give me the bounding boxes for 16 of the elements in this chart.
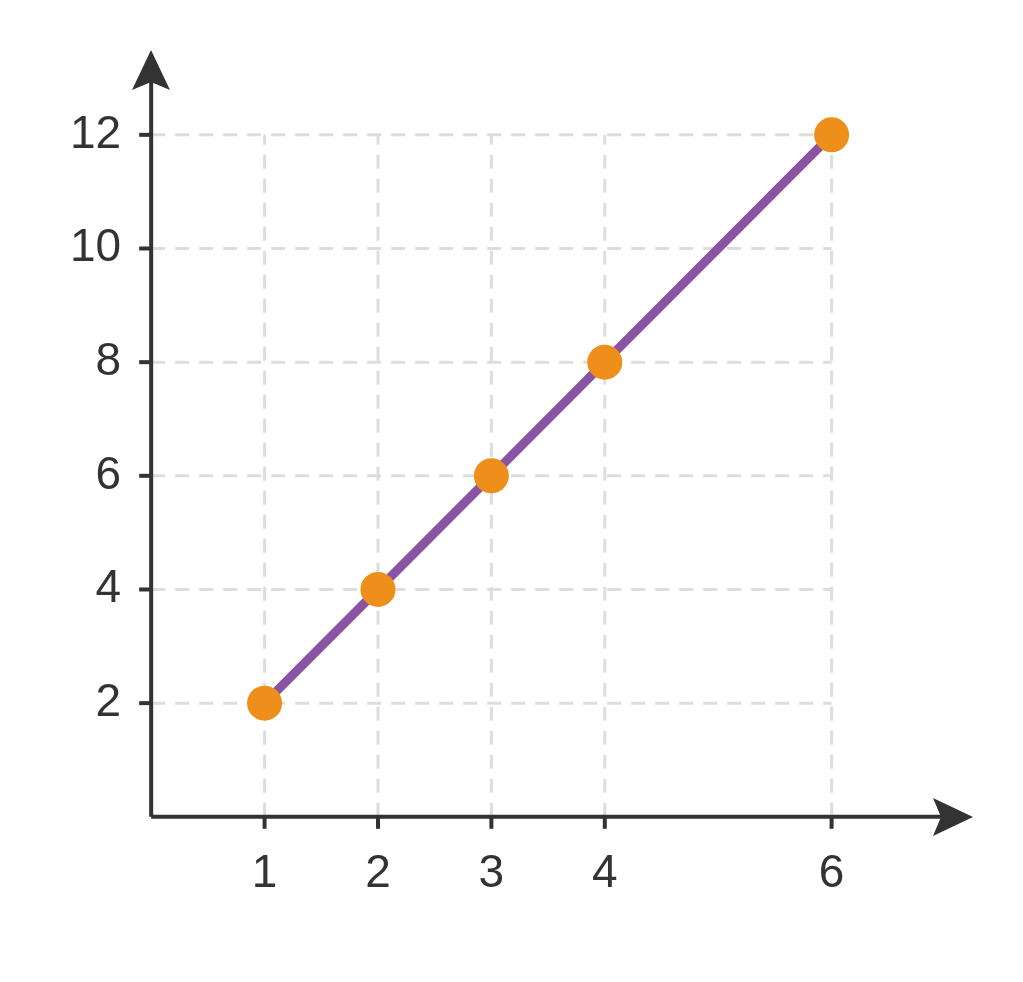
x-tick-label: 2 <box>365 845 391 898</box>
y-tick-label: 4 <box>95 560 122 613</box>
point <box>587 344 623 380</box>
y-tick-label: 12 <box>69 105 122 158</box>
point <box>360 571 396 607</box>
x-tick-label: 4 <box>591 845 618 898</box>
point <box>247 685 283 721</box>
y-tick-label: 6 <box>95 446 122 499</box>
x-tick-label: 6 <box>818 845 845 898</box>
y-tick-label: 10 <box>69 219 122 272</box>
y-tick-label: 2 <box>95 673 122 726</box>
point <box>814 117 850 153</box>
point <box>473 458 509 494</box>
y-tick-label: 8 <box>95 332 122 385</box>
x-tick-label: 1 <box>251 845 278 898</box>
x-tick-label: 3 <box>478 845 505 898</box>
